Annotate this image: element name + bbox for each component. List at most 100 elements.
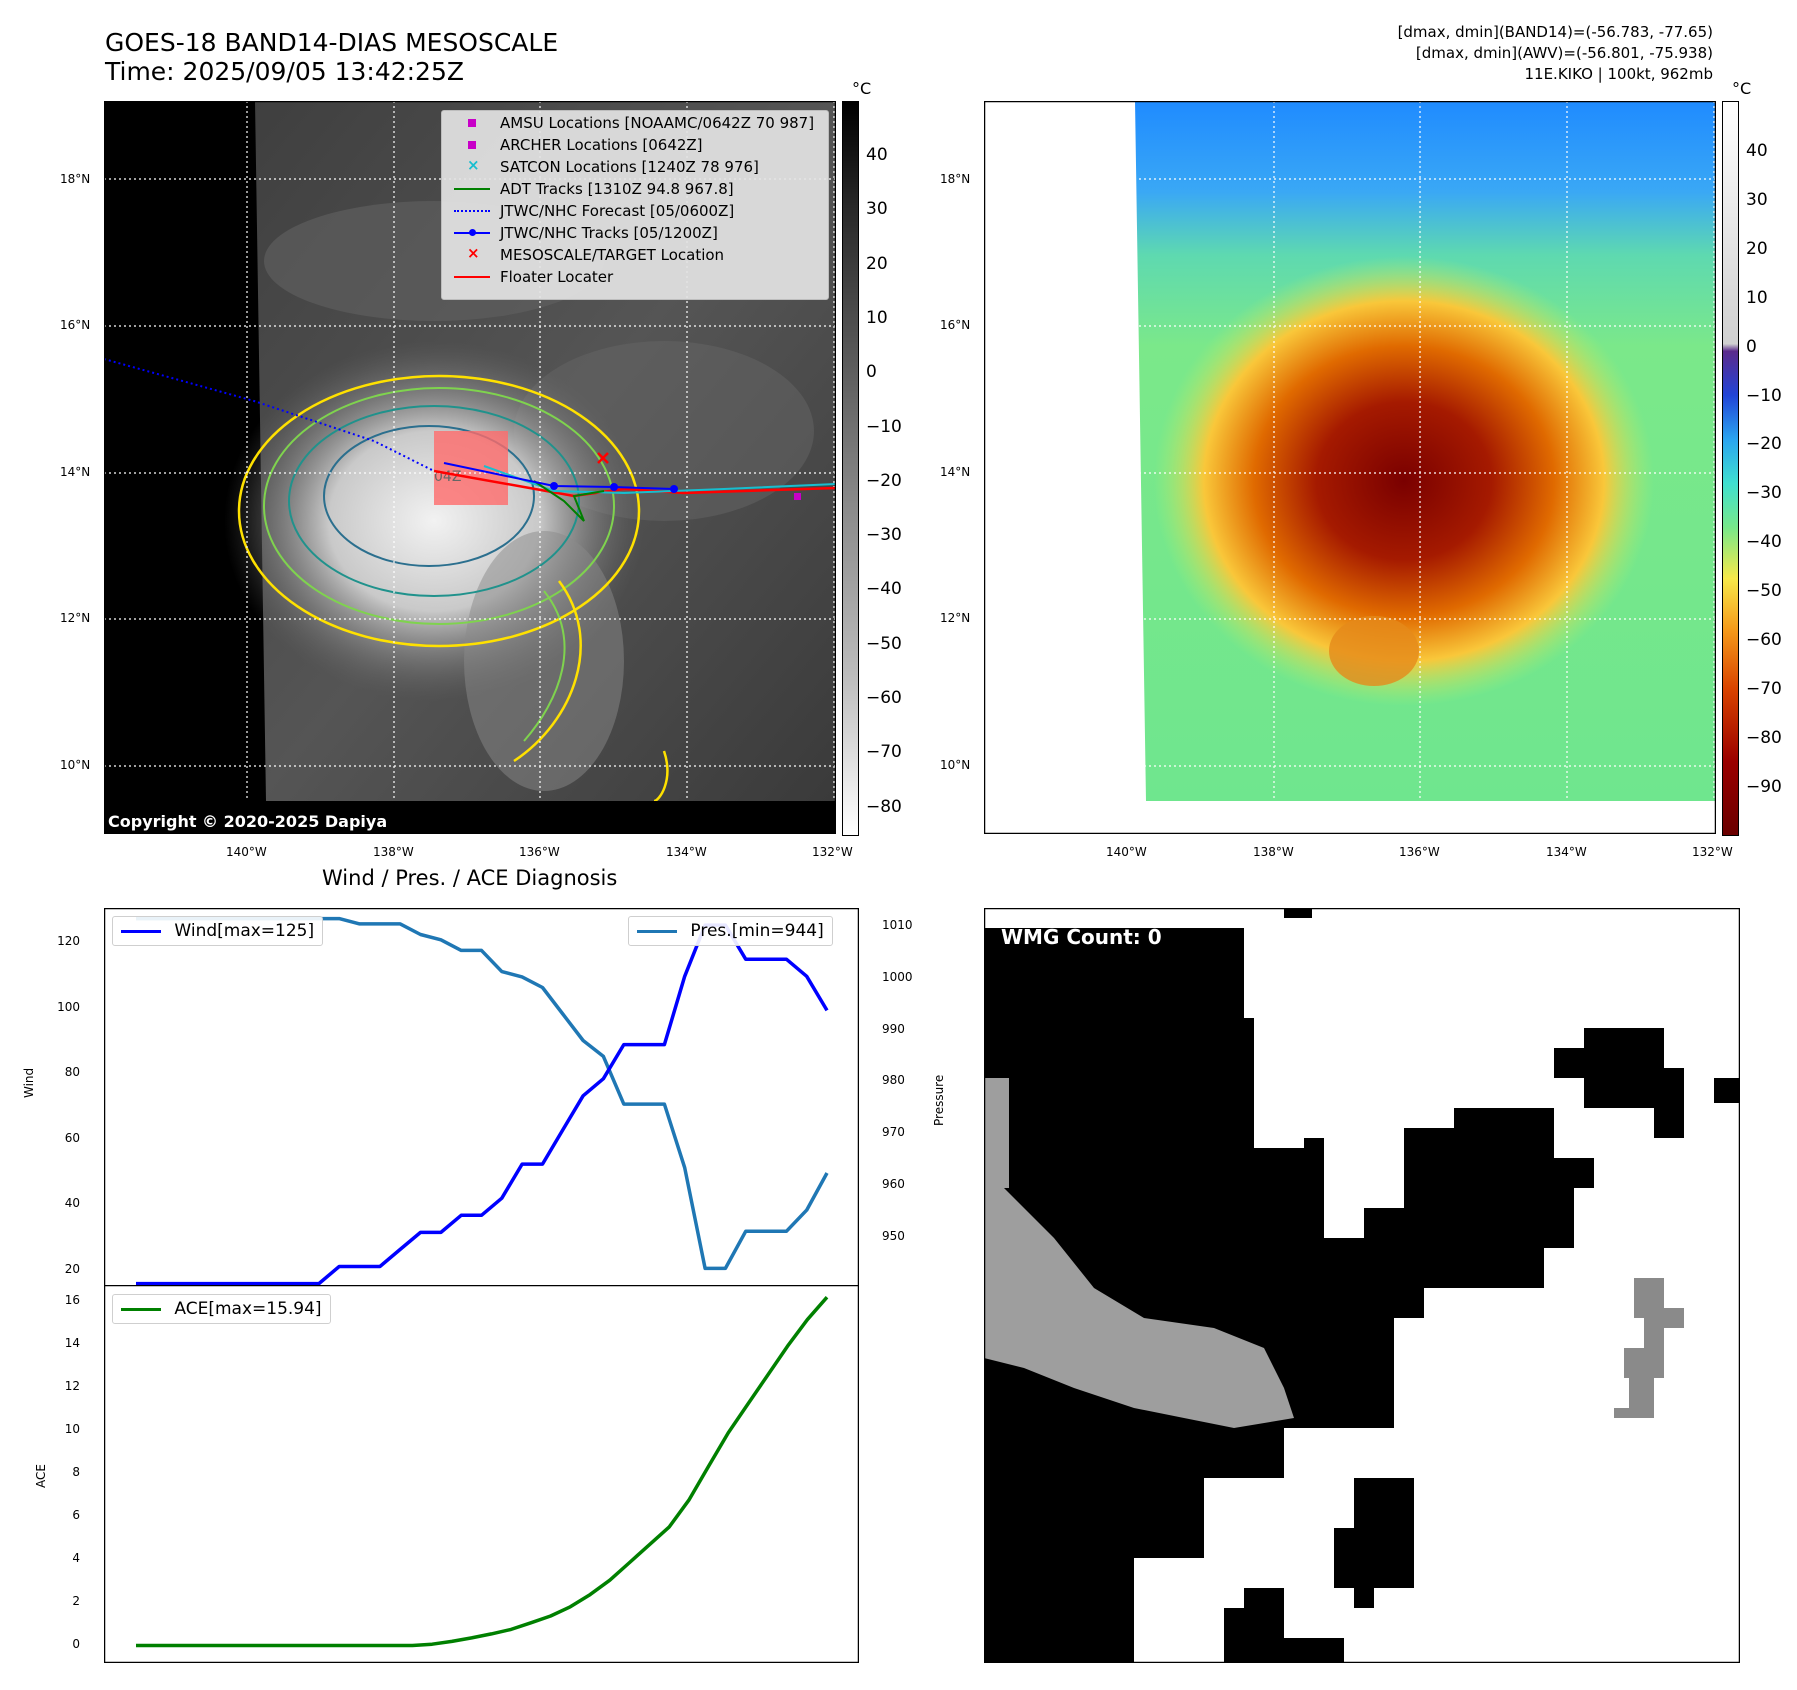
wind-tick: 60 (64, 1130, 80, 1145)
gray-colorbar-tick: −20 (866, 470, 902, 491)
lon-label: 132°W (812, 845, 853, 859)
color-colorbar-tick: −30 (1746, 483, 1782, 504)
wind-legend: Wind[max=125] (112, 916, 324, 946)
wind-tick: 120 (57, 934, 80, 948)
lon-label: 132°W (1692, 845, 1733, 859)
pressure-tick: 970 (882, 1125, 905, 1140)
wind-tick: 40 (64, 1196, 80, 1211)
lon-label: 140°W (226, 845, 267, 859)
floater-track (433, 469, 836, 498)
ace-tick: 0 (72, 1637, 80, 1652)
lat-label: 14°N (940, 465, 971, 479)
pressure-tick: 960 (882, 1177, 905, 1191)
lat-label: 14°N (60, 465, 91, 479)
lon-label: 136°W (1399, 845, 1440, 859)
legend-mesoscale: MESOSCALE/TARGET Location (500, 246, 725, 264)
color-colorbar-tick: −10 (1746, 385, 1782, 406)
pressure-tick: 1010 (882, 918, 913, 932)
ace-tick: 14 (64, 1336, 80, 1351)
ace-tick: 12 (64, 1379, 80, 1394)
color-colorbar-tick: 10 (1746, 287, 1768, 308)
legend-forecast: JTWC/NHC Forecast [05/0600Z] (500, 202, 735, 220)
wmg-panel (984, 908, 1740, 1663)
color-colorbar-tick: 20 (1746, 238, 1768, 259)
pressure-tick: 1000 (882, 969, 913, 984)
pressure-legend: Pres.[min=944] (628, 916, 833, 946)
gray-colorbar-tick: 30 (866, 199, 888, 220)
map-title: GOES-18 BAND14-DIAS MESOSCALE (105, 28, 559, 57)
gray-colorbar-tick: −40 (866, 579, 902, 600)
forecast-track (104, 358, 435, 472)
square-marker-icon (468, 119, 476, 127)
wmg-count-label: WMG Count: 0 (1001, 925, 1162, 949)
color-colorbar-tick: 40 (1746, 141, 1768, 161)
lat-label: 18°N (940, 172, 971, 186)
dotted-line-icon (454, 210, 490, 212)
gray-colorbar-tick: −50 (866, 633, 902, 654)
wind-tick: 100 (57, 999, 80, 1014)
square-marker-icon (468, 141, 476, 149)
wind-axis-label: Wind (22, 1067, 36, 1098)
lon-label: 140°W (1106, 845, 1147, 859)
ace-tick: 2 (72, 1594, 80, 1609)
wind-legend-label: Wind[max=125] (174, 921, 315, 941)
line-icon (637, 929, 677, 933)
x-marker-icon: × (467, 156, 480, 174)
gray-colorbar-tick: −70 (866, 742, 902, 763)
legend-floater: Floater Locater (500, 268, 614, 286)
gray-colorbar-tick: 0 (866, 362, 877, 383)
legend-satcon: SATCON Locations [1240Z 78 976] (500, 158, 759, 176)
gray-colorbar-tick: −10 (866, 416, 902, 437)
color-colorbar (1722, 101, 1739, 836)
color-colorbar-tick: −50 (1746, 581, 1782, 602)
lon-label: 134°W (1546, 845, 1587, 859)
ace-tick: 6 (72, 1508, 80, 1523)
lat-label: 18°N (60, 172, 91, 186)
gray-colorbar-tick: 20 (866, 253, 888, 274)
color-colorbar-tick: −60 (1746, 630, 1782, 650)
lon-label: 136°W (519, 845, 560, 859)
lat-label: 12°N (60, 611, 91, 625)
ace-tick: 4 (72, 1551, 80, 1566)
wind-pressure-chart (104, 908, 859, 1287)
color-map-panel (984, 101, 1716, 834)
lat-label: 10°N (60, 758, 91, 772)
info-line-1: [dmax, dmin](BAND14)=(-56.783, -77.65) (1397, 23, 1713, 41)
color-colorbar-unit: °C (1732, 79, 1752, 98)
wind-tick: 80 (64, 1065, 80, 1080)
line-icon (121, 1307, 161, 1311)
ace-legend: ACE[max=15.94] (112, 1294, 331, 1324)
lon-label: 138°W (1253, 845, 1294, 859)
line-icon (454, 188, 490, 190)
lat-label: 16°N (940, 318, 971, 332)
gray-colorbar-unit: °C (852, 79, 872, 98)
ace-tick: 16 (64, 1293, 80, 1307)
dot-marker-icon (469, 229, 476, 236)
pressure-axis-label: Pressure (932, 1074, 946, 1126)
legend-adt: ADT Tracks [1310Z 94.8 967.8] (500, 180, 734, 198)
ace-line (136, 1296, 829, 1648)
color-colorbar-tick: −40 (1746, 532, 1782, 553)
map-legend: AMSU Locations [NOAAMC/0642Z 70 987] ARC… (441, 110, 829, 300)
ace-chart (104, 1285, 859, 1663)
pressure-tick: 950 (882, 1228, 905, 1243)
diagnosis-title: Wind / Pres. / ACE Diagnosis (322, 866, 618, 890)
gray-colorbar-tick: 40 (866, 145, 888, 165)
lat-label: 16°N (60, 318, 91, 332)
line-icon (121, 929, 161, 933)
pressure-legend-label: Pres.[min=944] (690, 921, 824, 941)
legend-amsu: AMSU Locations [NOAAMC/0642Z 70 987] (500, 114, 815, 132)
lat-label: 12°N (940, 611, 971, 625)
color-colorbar-tick: −70 (1746, 678, 1782, 699)
wind-tick: 20 (64, 1262, 80, 1276)
line-icon (454, 276, 490, 278)
gray-colorbar-tick: −30 (866, 525, 902, 546)
ace-tick: 10 (64, 1422, 80, 1437)
color-colorbar-tick: 30 (1746, 189, 1768, 210)
color-colorbar-tick: −20 (1746, 434, 1782, 455)
ace-tick: 8 (72, 1465, 80, 1480)
pressure-tick: 990 (882, 1021, 905, 1036)
pressure-tick: 980 (882, 1073, 905, 1088)
legend-archer: ARCHER Locations [0642Z] (500, 136, 703, 154)
legend-tracks: JTWC/NHC Tracks [05/1200Z] (500, 224, 718, 242)
